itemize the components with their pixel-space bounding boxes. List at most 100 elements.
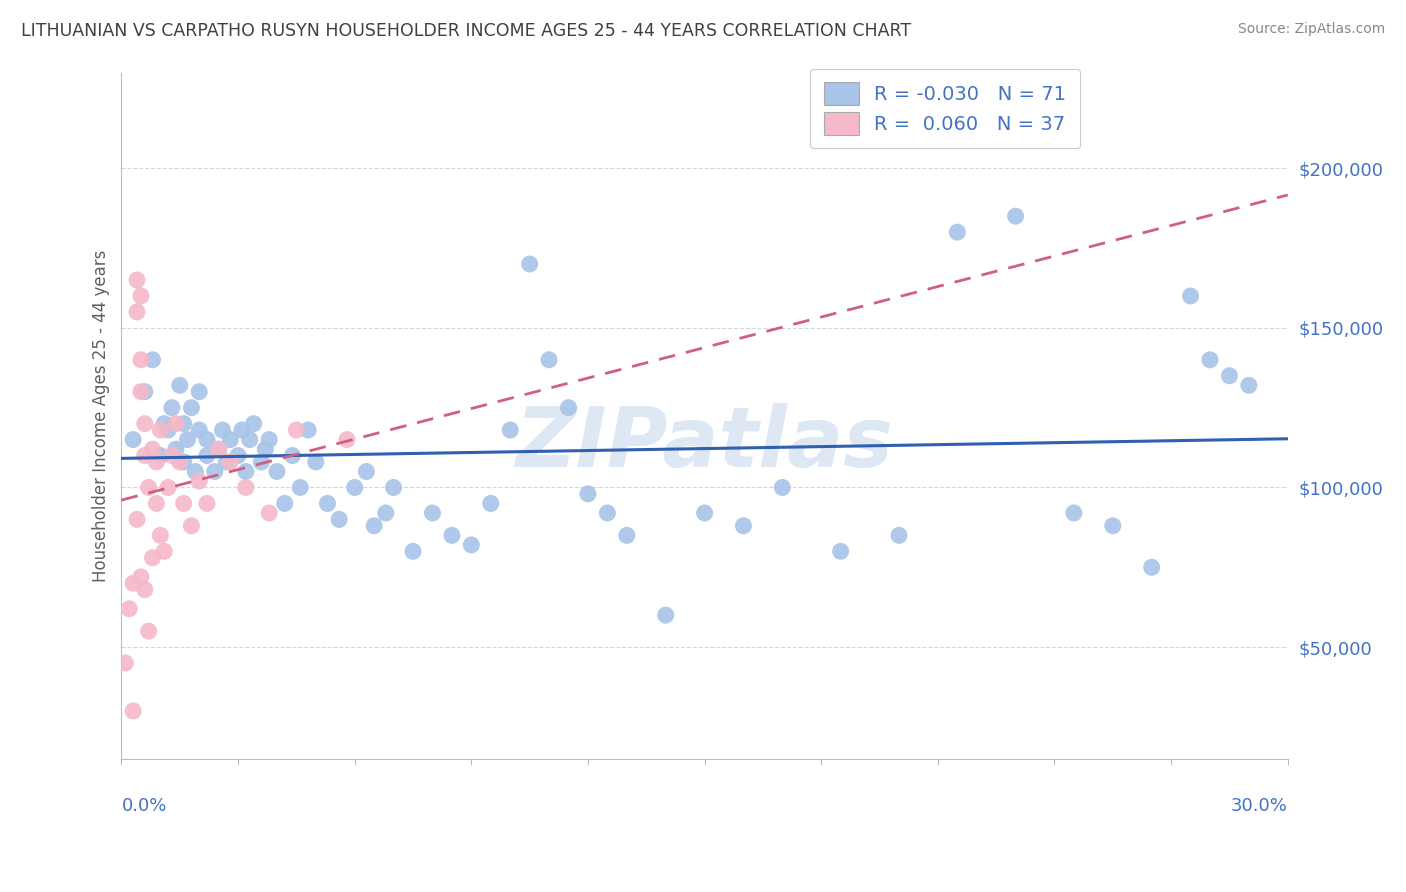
Point xyxy=(382,480,405,494)
Point xyxy=(122,433,145,447)
Point xyxy=(173,455,195,469)
Point xyxy=(188,384,211,399)
Point xyxy=(830,544,852,558)
Point xyxy=(226,449,249,463)
Y-axis label: Householder Income Ages 25 - 44 years: Householder Income Ages 25 - 44 years xyxy=(93,250,110,582)
Point xyxy=(134,417,156,431)
Point xyxy=(129,289,152,303)
Point xyxy=(138,624,160,639)
Point xyxy=(157,480,180,494)
Point xyxy=(770,480,793,494)
Point xyxy=(440,528,463,542)
Point xyxy=(281,449,304,463)
Point xyxy=(887,528,910,542)
Point xyxy=(402,544,425,558)
Point xyxy=(160,401,183,415)
Point xyxy=(188,474,211,488)
Point xyxy=(219,433,242,447)
Point xyxy=(149,423,172,437)
Point xyxy=(207,442,229,457)
Point xyxy=(274,496,297,510)
Point xyxy=(165,417,187,431)
Point xyxy=(257,433,280,447)
Point xyxy=(460,538,482,552)
Point xyxy=(290,480,312,494)
Point xyxy=(169,378,191,392)
Point xyxy=(149,528,172,542)
Point xyxy=(239,433,262,447)
Point xyxy=(231,423,253,437)
Point xyxy=(204,465,226,479)
Point xyxy=(654,608,676,623)
Point xyxy=(250,455,273,469)
Point xyxy=(733,518,755,533)
Point xyxy=(1063,506,1085,520)
Point xyxy=(1004,209,1026,223)
Point xyxy=(118,601,141,615)
Point xyxy=(153,417,176,431)
Point xyxy=(176,433,198,447)
Point xyxy=(297,423,319,437)
Point xyxy=(125,305,148,319)
Point xyxy=(328,512,350,526)
Point xyxy=(129,384,152,399)
Point xyxy=(165,442,187,457)
Point xyxy=(141,550,163,565)
Point xyxy=(195,496,218,510)
Point xyxy=(173,496,195,510)
Point xyxy=(596,506,619,520)
Point xyxy=(343,480,366,494)
Point xyxy=(316,496,339,510)
Point xyxy=(180,518,202,533)
Point xyxy=(557,401,579,415)
Point xyxy=(207,442,229,457)
Point xyxy=(134,384,156,399)
Point xyxy=(160,449,183,463)
Point xyxy=(576,487,599,501)
Point xyxy=(145,496,167,510)
Point xyxy=(336,433,359,447)
Point xyxy=(538,352,561,367)
Point xyxy=(499,423,522,437)
Point xyxy=(125,273,148,287)
Point xyxy=(693,506,716,520)
Point xyxy=(149,449,172,463)
Point xyxy=(363,518,385,533)
Point xyxy=(219,455,242,469)
Point xyxy=(946,225,969,239)
Point xyxy=(141,352,163,367)
Point xyxy=(1101,518,1123,533)
Point xyxy=(173,417,195,431)
Point xyxy=(125,512,148,526)
Point xyxy=(129,352,152,367)
Text: 0.0%: 0.0% xyxy=(121,797,167,814)
Point xyxy=(254,442,277,457)
Text: 30.0%: 30.0% xyxy=(1230,797,1288,814)
Point xyxy=(1218,368,1240,383)
Point xyxy=(422,506,444,520)
Point xyxy=(188,423,211,437)
Point xyxy=(195,433,218,447)
Point xyxy=(184,465,207,479)
Point xyxy=(134,449,156,463)
Point xyxy=(211,423,233,437)
Point xyxy=(138,480,160,494)
Point xyxy=(285,423,308,437)
Point xyxy=(134,582,156,597)
Point xyxy=(519,257,541,271)
Point xyxy=(235,480,257,494)
Point xyxy=(1237,378,1260,392)
Text: ZIPatlas: ZIPatlas xyxy=(516,402,894,483)
Point xyxy=(157,423,180,437)
Point xyxy=(169,455,191,469)
Point xyxy=(180,401,202,415)
Point xyxy=(356,465,378,479)
Point xyxy=(129,570,152,584)
Point xyxy=(141,442,163,457)
Point xyxy=(235,465,257,479)
Point xyxy=(374,506,396,520)
Text: Source: ZipAtlas.com: Source: ZipAtlas.com xyxy=(1237,22,1385,37)
Point xyxy=(114,656,136,670)
Point xyxy=(257,506,280,520)
Point xyxy=(215,455,238,469)
